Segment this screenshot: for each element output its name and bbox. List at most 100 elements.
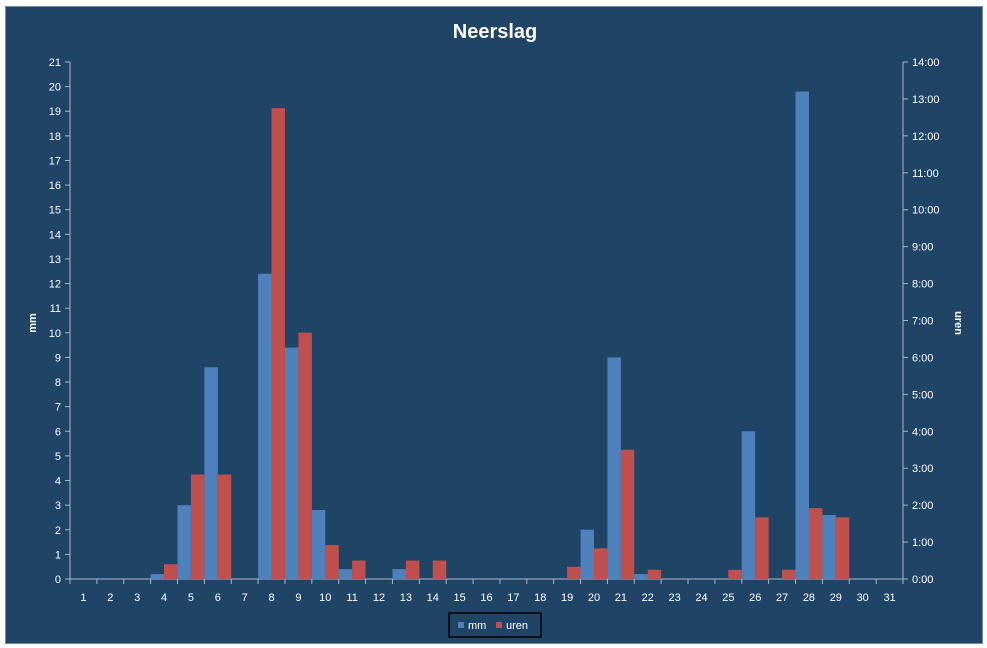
bar-mm <box>392 569 406 579</box>
x-tick-label: 14 <box>427 592 439 604</box>
x-tick-label: 17 <box>507 592 519 604</box>
y2-tick-label: 7:00 <box>912 316 933 328</box>
x-tick-label: 11 <box>346 592 357 604</box>
y-tick-label: 11 <box>50 303 61 315</box>
legend: mm uren <box>448 612 542 638</box>
bar-mm <box>338 569 353 579</box>
y2-tick-label: 13:00 <box>912 94 940 106</box>
x-tick-label: 20 <box>588 592 600 604</box>
bar-mm <box>580 529 594 579</box>
y2-tick-label: 5:00 <box>912 389 933 401</box>
bar-uren <box>298 332 312 579</box>
y2-tick-label: 3:00 <box>912 463 933 475</box>
bar-mm <box>284 347 299 579</box>
x-tick-label: 23 <box>668 592 680 604</box>
y-tick-label: 14 <box>49 229 61 241</box>
bar-uren <box>835 517 850 579</box>
y-tick-label: 8 <box>55 377 61 389</box>
y2-tick-label: 11:00 <box>912 168 939 180</box>
chart: Neerslag mm uren 01234567891011121314151… <box>27 21 964 638</box>
bar-mm <box>741 431 756 579</box>
legend-swatch-mm <box>458 622 464 628</box>
x-tick-label: 16 <box>480 592 492 604</box>
x-tick-label: 15 <box>454 592 466 604</box>
y-tick-label: 10 <box>49 328 61 340</box>
x-tick-label: 27 <box>776 592 788 604</box>
bar-uren <box>164 564 178 579</box>
x-tick-label: 19 <box>561 592 573 604</box>
y2-tick-label: 8:00 <box>912 279 933 291</box>
x-tick-label: 6 <box>215 592 221 604</box>
bar-mm <box>634 574 648 579</box>
y-tick-label: 7 <box>55 402 61 414</box>
y-tick-label: 18 <box>49 131 61 143</box>
y2-tick-label: 6:00 <box>912 352 933 364</box>
bar-uren <box>755 517 769 579</box>
y-tick-label: 20 <box>49 82 61 94</box>
x-tick-label: 22 <box>642 592 654 604</box>
x-tick-label: 10 <box>319 592 331 604</box>
y-tick-label: 15 <box>49 205 61 217</box>
x-tick-label: 5 <box>188 592 194 604</box>
y-tick-label: 17 <box>49 155 61 167</box>
bar-uren <box>190 474 205 579</box>
y-tick-label: 5 <box>55 451 61 463</box>
x-tick-label: 13 <box>400 592 412 604</box>
y-tick-label: 19 <box>49 106 61 118</box>
y2-tick-label: 0:00 <box>912 574 933 586</box>
y-tick-label: 16 <box>49 180 61 192</box>
y2-tick-label: 1:00 <box>912 537 933 549</box>
bar-uren <box>352 560 366 579</box>
bar-mm <box>150 574 165 579</box>
bar-mm <box>258 273 272 579</box>
bar-mm <box>795 91 809 580</box>
bar-mm <box>204 367 218 579</box>
y-tick-label: 9 <box>55 352 61 364</box>
y-tick-label: 13 <box>49 254 61 266</box>
bar-uren <box>567 566 581 579</box>
y2-tick-label: 14:00 <box>912 57 940 69</box>
y-tick-label: 12 <box>49 279 61 291</box>
bar-mm <box>607 357 621 579</box>
x-tick-label: 25 <box>722 592 734 604</box>
bar-uren <box>271 108 285 580</box>
x-tick-label: 12 <box>373 592 385 604</box>
x-tick-label: 4 <box>161 592 167 604</box>
y2-tick-label: 9:00 <box>912 242 933 254</box>
x-tick-label: 9 <box>295 592 301 604</box>
bar-mm <box>822 514 836 579</box>
x-tick-label: 8 <box>268 592 274 604</box>
x-tick-label: 30 <box>857 592 869 604</box>
x-tick-label: 2 <box>107 592 113 604</box>
x-tick-label: 24 <box>695 592 707 604</box>
y2-tick-label: 12:00 <box>912 131 940 143</box>
y-tick-label: 21 <box>49 57 61 69</box>
x-tick-label: 28 <box>803 592 815 604</box>
legend-label-mm: mm <box>468 620 486 632</box>
legend-label-uren: uren <box>506 620 528 632</box>
y-tick-label: 6 <box>55 426 61 438</box>
x-tick-label: 21 <box>615 592 627 604</box>
x-tick-label: 3 <box>134 592 140 604</box>
bar-uren <box>728 569 742 579</box>
bar-uren <box>647 569 662 579</box>
y-tick-label: 4 <box>55 476 61 488</box>
y2-tick-label: 10:00 <box>912 205 940 217</box>
y2-tick-label: 4:00 <box>912 426 933 438</box>
plot-area: 01234567891011121314151617181920210:001:… <box>49 57 940 604</box>
bar-uren <box>325 545 339 579</box>
chart-frame: Neerslag mm uren 0 1 2 3 4 5 6 7 8 9 10 11 12 13 14 15 1… <box>5 6 983 644</box>
x-tick-label: 31 <box>883 592 895 604</box>
bar-uren <box>620 449 635 579</box>
y-tick-label: 1 <box>55 549 61 561</box>
x-tick-label: 7 <box>242 592 248 604</box>
y-tick-label: 2 <box>55 525 61 537</box>
bar-uren <box>782 569 796 579</box>
x-tick-label: 18 <box>534 592 546 604</box>
legend-swatch-uren <box>496 622 502 628</box>
bar-uren <box>808 508 823 579</box>
bar-mm <box>177 505 191 579</box>
x-tick-label: 29 <box>830 592 842 604</box>
bar-uren <box>405 560 420 579</box>
y2-axis-title: uren <box>952 311 964 335</box>
